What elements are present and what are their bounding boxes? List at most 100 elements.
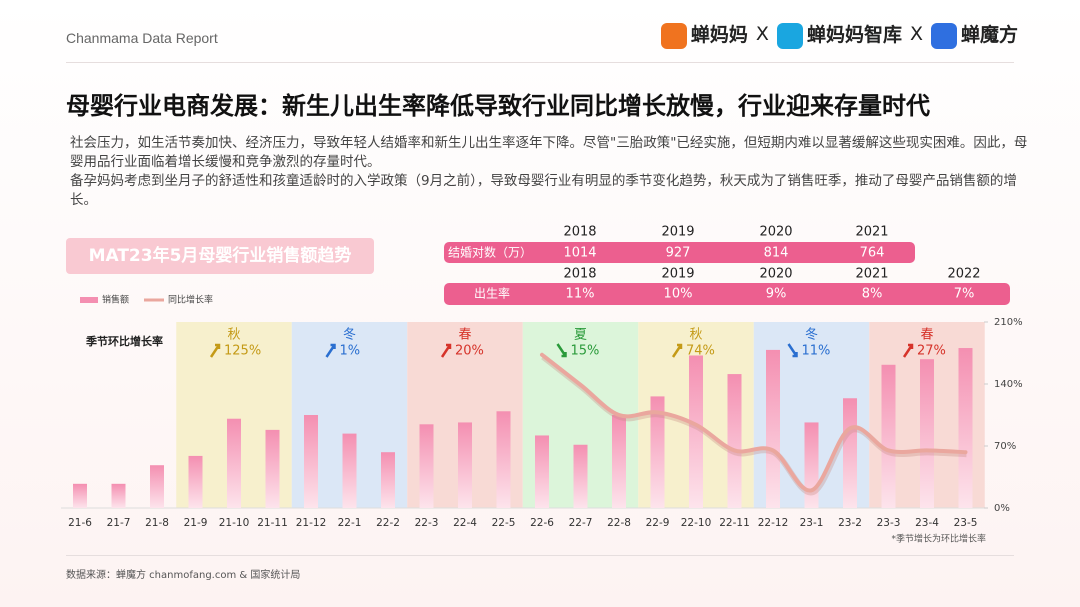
y2-tick-label: 140% bbox=[994, 379, 1023, 390]
season-arrow bbox=[787, 343, 798, 358]
report-label: Chanmama Data Report bbox=[66, 30, 218, 46]
bar bbox=[766, 349, 780, 508]
bar bbox=[958, 348, 973, 508]
x-tick-label: 23-5 bbox=[954, 517, 978, 529]
cell: 9% bbox=[766, 287, 787, 302]
separator: X bbox=[755, 23, 769, 46]
logo-text: 蝉魔方 bbox=[960, 24, 1018, 46]
x-tick-label: 22-11 bbox=[719, 517, 750, 529]
divider bbox=[66, 555, 1014, 556]
x-tick-label: 22-5 bbox=[492, 517, 516, 529]
x-tick-label: 21-11 bbox=[257, 517, 288, 529]
bar bbox=[458, 422, 472, 508]
season-name: 夏 bbox=[574, 328, 587, 343]
x-tick-label: 22-8 bbox=[607, 517, 631, 529]
y2-tick-label: 0% bbox=[994, 503, 1010, 514]
season-change: 27% bbox=[917, 344, 946, 359]
x-tick-label: 22-4 bbox=[453, 517, 477, 529]
bar bbox=[342, 433, 357, 508]
bar bbox=[843, 398, 857, 508]
chart-title-box bbox=[66, 238, 374, 274]
season-change: 11% bbox=[802, 344, 831, 359]
season-label: 季节环比增长率 bbox=[85, 334, 163, 348]
season-change: 20% bbox=[455, 344, 484, 359]
season-arrow bbox=[556, 343, 567, 358]
bar bbox=[111, 483, 126, 508]
cell: 8% bbox=[862, 287, 883, 302]
paragraph: 社会压力，如生活节奏加快、经济压力，导致年轻人结婚率和新生儿出生率逐年下降。尽管… bbox=[70, 135, 1028, 170]
bar bbox=[881, 364, 896, 508]
season-name: 冬 bbox=[343, 327, 356, 343]
season-change: 1% bbox=[340, 344, 361, 359]
x-tick-label: 22-2 bbox=[376, 517, 400, 529]
season-name: 春 bbox=[920, 328, 933, 343]
cell: 10% bbox=[664, 287, 693, 302]
table-row bbox=[444, 242, 915, 263]
season-name: 秋 bbox=[227, 328, 240, 343]
bar bbox=[265, 429, 280, 508]
season-name: 冬 bbox=[805, 327, 818, 343]
x-tick-label: 21-7 bbox=[107, 517, 131, 529]
logo: 蝉魔方 bbox=[930, 20, 1018, 49]
cell: 11% bbox=[566, 287, 595, 302]
divider bbox=[66, 62, 1014, 63]
year: 2020 bbox=[759, 267, 792, 282]
bar bbox=[920, 359, 934, 508]
x-tick-label: 22-12 bbox=[758, 517, 789, 529]
bar bbox=[727, 374, 742, 508]
season-change: 15% bbox=[571, 344, 600, 359]
source: 数据来源：蝉魔方 chanmofang.com & 国家统计局 bbox=[66, 570, 301, 581]
season-change: 74% bbox=[686, 344, 715, 359]
logo: 蝉妈妈智库 bbox=[776, 20, 902, 49]
x-tick-label: 21-12 bbox=[296, 517, 327, 529]
x-tick-label: 22-3 bbox=[415, 517, 439, 529]
logo: 蝉妈妈 bbox=[660, 20, 748, 49]
chart-title: MAT23年5月母婴行业销售额趋势 bbox=[89, 245, 352, 266]
year: 2018 bbox=[563, 267, 596, 282]
page-title: 母婴行业电商发展：新生儿出生率降低导致行业同比增长放慢，行业迎来存量时代 bbox=[66, 92, 930, 120]
logo-text: 蝉妈妈智库 bbox=[806, 24, 902, 46]
x-tick-label: 22-6 bbox=[530, 517, 554, 529]
cell: 1014 bbox=[563, 246, 596, 261]
season-arrow bbox=[440, 343, 452, 358]
x-tick-label: 21-9 bbox=[184, 517, 208, 529]
paragraph: 备孕妈妈考虑到坐月子的舒适性和孩童适龄时的入学政策（9月之前），导致母婴行业有明… bbox=[70, 173, 1017, 208]
season-arrow bbox=[902, 343, 914, 358]
row-label: 结婚对数（万） bbox=[448, 245, 532, 260]
year: 2019 bbox=[661, 267, 694, 282]
year: 2021 bbox=[855, 267, 888, 282]
bar bbox=[535, 435, 549, 508]
season-change: 125% bbox=[224, 344, 261, 359]
legend-swatch bbox=[80, 297, 98, 303]
description: 社会压力，如生活节奏加快、经济压力，导致年轻人结婚率和新生儿出生率逐年下降。尽管… bbox=[70, 134, 1030, 210]
x-tick-label: 23-2 bbox=[838, 517, 862, 529]
year: 2020 bbox=[759, 225, 792, 240]
y2-tick-label: 210% bbox=[994, 317, 1023, 328]
x-tick-label: 23-4 bbox=[915, 517, 939, 529]
bar bbox=[381, 452, 395, 508]
x-tick-label: 23-1 bbox=[800, 517, 824, 529]
bar bbox=[150, 465, 164, 508]
x-tick-label: 23-3 bbox=[877, 517, 901, 529]
cell: 764 bbox=[860, 246, 885, 261]
separator: X bbox=[909, 23, 923, 46]
table-row bbox=[444, 283, 1010, 305]
logos: 蝉妈妈 X 蝉妈妈智库 X 蝉魔方 bbox=[660, 20, 1018, 49]
x-tick-label: 21-8 bbox=[145, 517, 169, 529]
bar bbox=[188, 455, 203, 508]
note: *季节增长为环比增长率 bbox=[891, 533, 986, 545]
legend-label: 同比增长率 bbox=[168, 294, 213, 306]
x-tick-label: 22-7 bbox=[569, 517, 593, 529]
bar bbox=[496, 411, 511, 508]
x-tick-label: 22-10 bbox=[681, 517, 712, 529]
bar bbox=[304, 415, 318, 508]
row-label: 出生率 bbox=[474, 286, 510, 301]
year: 2021 bbox=[855, 225, 888, 240]
season-name: 春 bbox=[458, 328, 471, 343]
y2-tick-label: 70% bbox=[994, 441, 1016, 452]
season-arrow bbox=[209, 343, 221, 358]
season-arrow bbox=[325, 343, 336, 358]
year: 2018 bbox=[563, 225, 596, 240]
